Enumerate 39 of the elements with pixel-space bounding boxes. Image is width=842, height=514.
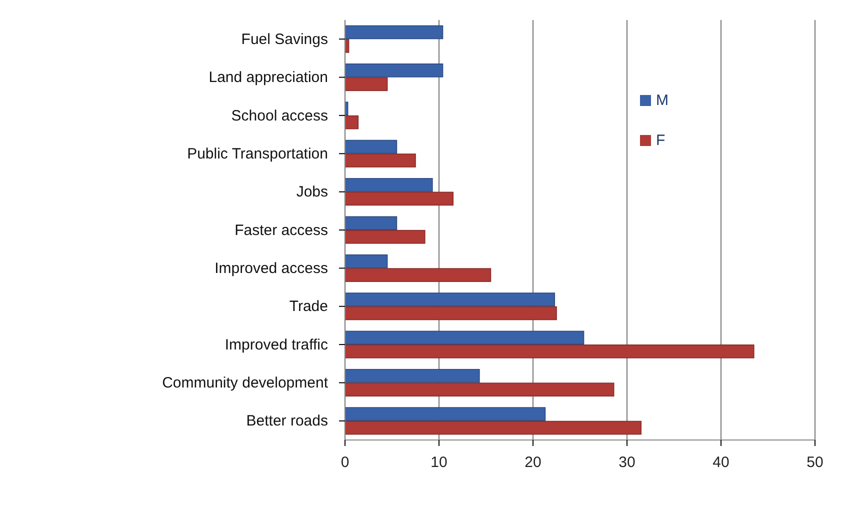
bar	[344, 292, 556, 306]
y-tick-label: Improved access	[214, 260, 328, 277]
legend-label: F	[656, 132, 666, 149]
bar	[344, 178, 433, 192]
x-tick-label: 40	[712, 454, 730, 471]
x-tick-label: 50	[806, 454, 824, 471]
x-tick-label: 10	[430, 454, 448, 471]
bar	[344, 140, 398, 154]
x-tick-label: 0	[340, 454, 350, 471]
bar	[344, 330, 584, 345]
bar	[344, 216, 398, 230]
bar	[344, 268, 492, 282]
bar	[344, 154, 416, 168]
bar	[344, 407, 546, 421]
x-tick-label: 30	[618, 454, 636, 471]
bar	[344, 115, 359, 130]
bar	[344, 420, 642, 435]
y-tick-label: Land appreciation	[208, 69, 328, 86]
bar	[344, 25, 444, 40]
bar	[344, 382, 614, 396]
y-tick-label: Faster access	[234, 222, 328, 239]
legend-label: M	[656, 92, 668, 109]
bar	[344, 368, 480, 383]
y-tick-label: Community development	[162, 374, 329, 392]
bar	[344, 192, 454, 206]
y-tick-label: Jobs	[296, 184, 328, 201]
y-tick-label: Better roads	[246, 412, 328, 430]
y-tick-label: School access	[231, 107, 328, 124]
y-tick-label: Public Transportation	[187, 145, 328, 162]
bar	[344, 254, 388, 268]
y-tick-label: Trade	[289, 298, 328, 316]
y-tick-label: Improved traffic	[224, 336, 328, 354]
bar	[344, 64, 444, 78]
bar	[344, 230, 426, 244]
x-tick-label: 20	[524, 454, 542, 471]
bar	[344, 77, 388, 92]
bar	[344, 344, 754, 358]
y-tick-label: Fuel Savings	[241, 30, 328, 48]
bar	[344, 306, 557, 320]
